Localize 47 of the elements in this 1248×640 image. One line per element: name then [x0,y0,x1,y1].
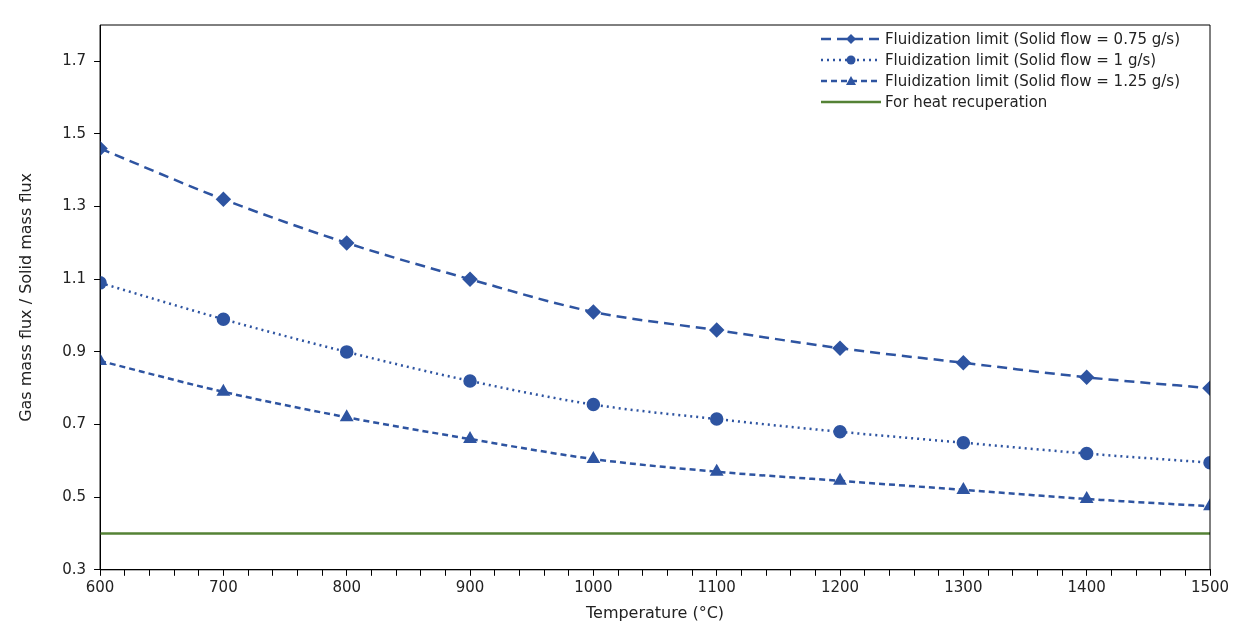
point [832,341,848,356]
y-tick-label: 0.3 [62,559,87,578]
legend-label: For heat recuperation [884,93,1048,111]
point [464,432,477,444]
legend-label: Fluidization limit (Solid flow = 1 g/s) [884,51,1157,69]
point [463,374,477,388]
x-tick-label: 1200 [820,577,860,596]
point [1079,370,1094,385]
point [216,192,231,207]
y-tick-label: 1.3 [62,196,87,215]
x-tick-label: 1500 [1190,577,1230,596]
x-tick-label: 1100 [697,577,736,596]
x-tick-label: 1400 [1067,577,1106,596]
y-tick-label: 0.5 [62,487,87,506]
legend-label: Fluidization limit (Solid flow = 0.75 g/s) [884,30,1180,48]
x-tick-label: 600 [85,577,115,596]
point [956,435,971,450]
legend-label: Fluidization limit (Solid flow = 1.25 g/s) [884,72,1180,90]
point [957,483,970,494]
y-tick-label: 0.9 [62,341,87,360]
point [710,464,723,476]
point [1079,446,1094,461]
point [339,235,354,251]
x-tick-label: 800 [332,577,362,596]
x-tick-label: 900 [455,577,485,596]
point [834,474,847,485]
point [587,452,600,464]
point [1080,492,1093,503]
y-tick-label: 1.1 [62,269,87,288]
y-tick-label: 1.5 [62,123,87,142]
point [709,322,724,338]
point [833,425,847,439]
x-axis-title: Temperature (°C) [584,602,725,622]
x-tick-label: 700 [209,577,238,596]
point [340,410,353,422]
point [956,355,971,371]
y-tick-label: 1.7 [62,51,87,70]
point [339,345,354,359]
x-tick-label: 1000 [574,577,613,596]
point [462,271,478,287]
point [586,304,601,320]
y-tick-label: 0.7 [62,414,87,433]
x-tick-label: 1300 [944,577,983,596]
point [586,397,601,412]
point [709,412,724,426]
y-axis-title: Gas mass flux / Solid mass flux [15,172,35,422]
point [216,312,231,326]
